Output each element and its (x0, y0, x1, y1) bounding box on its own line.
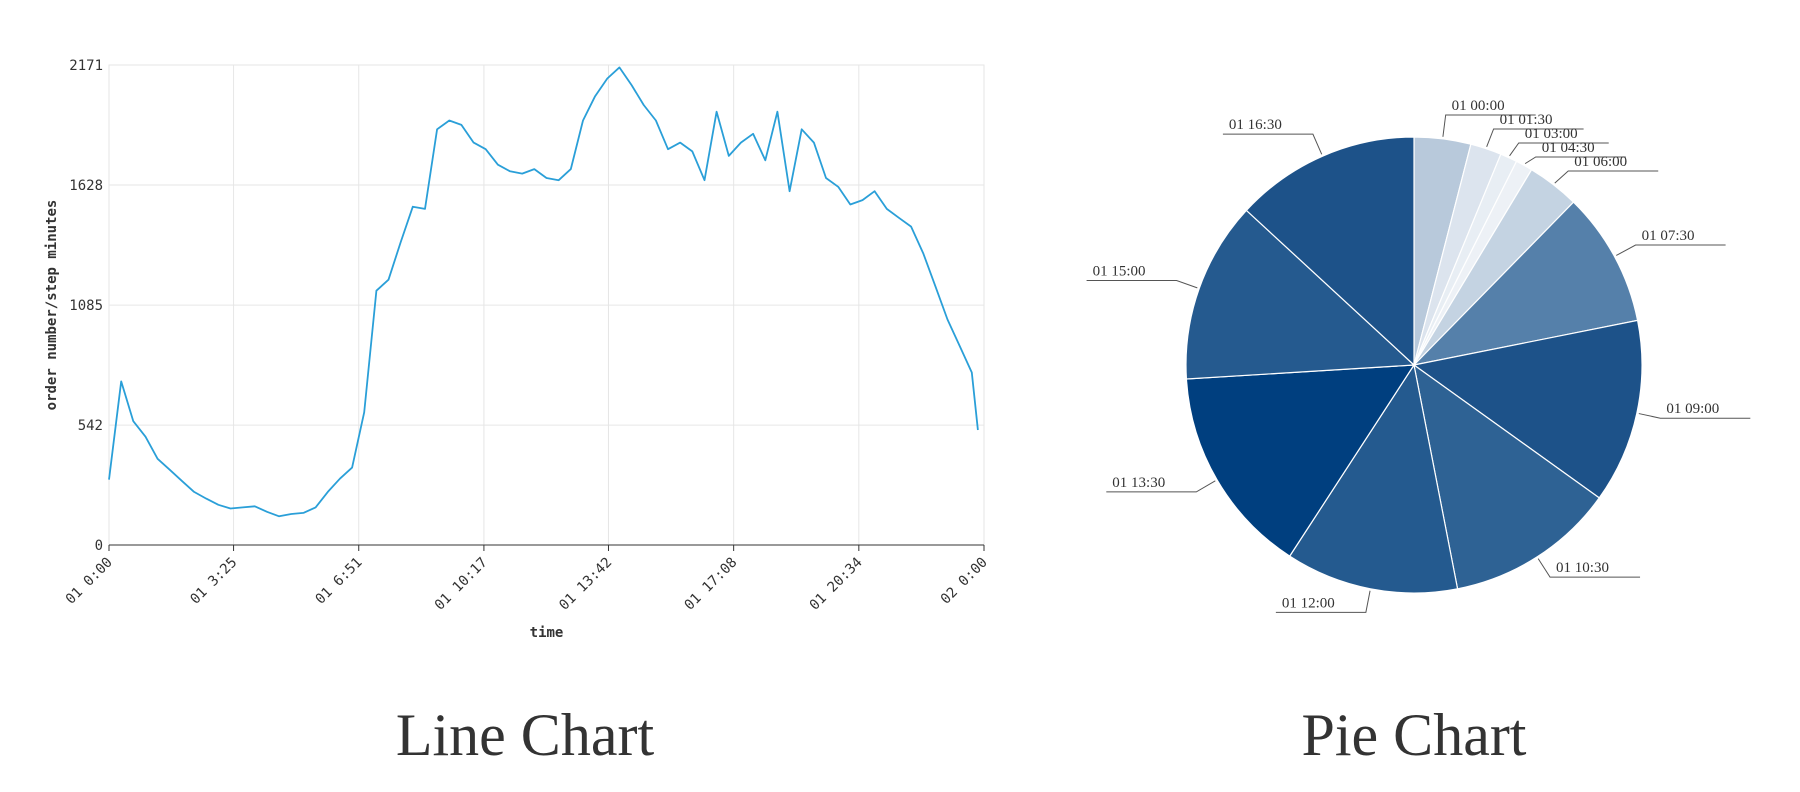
slice-label: 01 10:30 (1556, 560, 1609, 576)
slice-label: 01 09:00 (1666, 401, 1719, 417)
slice-label: 01 00:00 (1452, 98, 1505, 114)
x-tick-label: 01 20:34 (807, 555, 866, 614)
leader-line (1537, 558, 1641, 578)
y-tick-label: 1628 (69, 178, 103, 194)
slice-label: 01 07:30 (1642, 228, 1695, 244)
slice-label: 01 04:30 (1542, 140, 1595, 156)
pie-slice (1413, 363, 1601, 590)
leader-line (1106, 480, 1216, 493)
y-tick-label: 2171 (69, 58, 103, 74)
y-axis-title: order number/step minutes (44, 200, 60, 411)
slice-label: 01 06:00 (1574, 154, 1627, 170)
x-tick-label: 02 0:00 (938, 555, 991, 608)
leader-line (1509, 142, 1609, 157)
line-chart: 0 542 1085 1628 2171 01 0:00 01 3:25 01 6:51 01 … (44, 58, 991, 768)
leader-line (1638, 413, 1751, 419)
leader-line (1486, 128, 1584, 147)
pie-slice (1185, 209, 1416, 380)
pie-slice (1412, 201, 1639, 366)
leader-line (1554, 170, 1659, 184)
x-tick-label: 01 17:08 (681, 555, 740, 614)
y-tick-label: 1085 (69, 298, 103, 314)
chart-caption: Line Chart (396, 702, 655, 768)
x-tick-label: 01 10:17 (432, 555, 491, 614)
leader-line (1222, 133, 1323, 155)
x-tick-label: 01 13:42 (556, 555, 615, 614)
data-line (108, 66, 979, 518)
x-tick-label: 01 3:25 (187, 555, 240, 608)
x-tick-label: 01 6:51 (313, 555, 366, 608)
pie-slice (1185, 364, 1416, 557)
pie-slice (1412, 319, 1643, 499)
slice-label: 01 16:30 (1229, 117, 1282, 133)
chart-caption: Pie Chart (1302, 702, 1527, 768)
x-axis-title: time (530, 625, 564, 641)
pie-slice (1288, 363, 1459, 594)
y-tick-label: 0 (95, 538, 103, 554)
slice-label: 01 13:30 (1112, 475, 1165, 491)
leader-line (1086, 280, 1198, 289)
slice-label: 01 12:00 (1282, 595, 1335, 611)
slice-label: 01 01:30 (1500, 112, 1553, 128)
x-tick-label: 01 0:00 (63, 555, 116, 608)
slice-label: 01 15:00 (1093, 264, 1146, 280)
leader-line (1616, 244, 1726, 256)
pie-slice (1245, 136, 1415, 367)
y-tick-label: 542 (78, 418, 103, 434)
leader-line (1275, 590, 1371, 613)
leader-line (1442, 114, 1536, 137)
slice-label: 01 03:00 (1525, 126, 1578, 142)
leader-line (1524, 156, 1626, 165)
